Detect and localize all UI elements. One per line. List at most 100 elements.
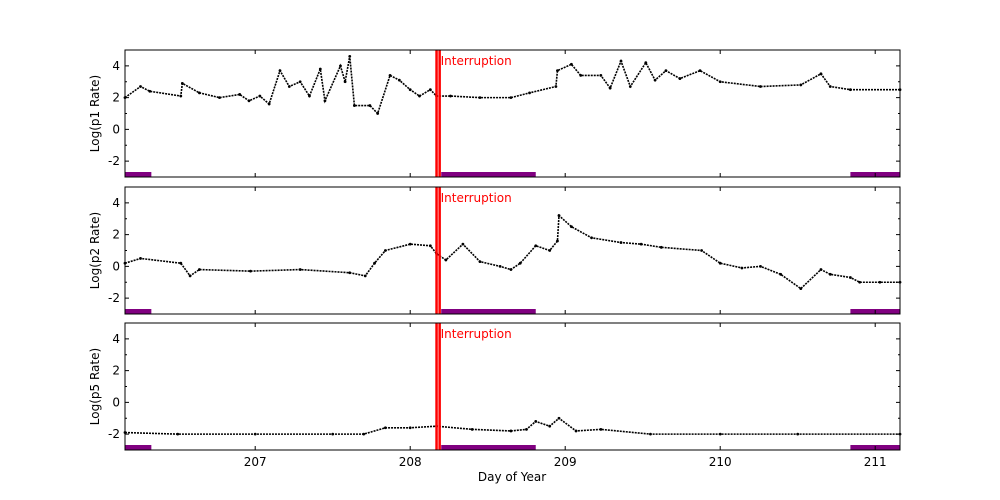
data-point bbox=[253, 432, 257, 436]
data-point bbox=[408, 88, 412, 92]
data-point bbox=[278, 69, 282, 73]
data-point bbox=[664, 69, 668, 73]
data-point bbox=[339, 64, 342, 68]
y-tick-label: 2 bbox=[112, 91, 120, 105]
panel-3: Interruption -2 0 2 4 Log(p5 Rate) 207 208 209 21… bbox=[88, 322, 902, 469]
data-point bbox=[799, 83, 803, 87]
interruption-label: Interruption bbox=[441, 191, 512, 205]
data-point bbox=[139, 257, 142, 260]
data-point bbox=[599, 427, 603, 431]
data-point bbox=[287, 85, 291, 88]
data-point bbox=[470, 427, 474, 431]
data-point bbox=[619, 59, 623, 63]
coverage-bar bbox=[125, 309, 152, 314]
data-point bbox=[548, 424, 552, 428]
data-point bbox=[444, 258, 448, 262]
data-point bbox=[639, 242, 643, 246]
data-point bbox=[308, 94, 311, 98]
data-point bbox=[740, 266, 744, 270]
x-tick-label: 211 bbox=[864, 455, 887, 469]
data-point bbox=[557, 416, 561, 420]
data-point bbox=[388, 74, 392, 77]
data-point bbox=[478, 96, 482, 100]
data-trace bbox=[124, 213, 900, 290]
data-point bbox=[267, 102, 271, 106]
data-point bbox=[318, 67, 322, 71]
data-point bbox=[478, 260, 482, 264]
panel-1: Interruption -2 0 2 4 Log(p1 Rate) bbox=[88, 49, 902, 178]
data-point bbox=[461, 242, 465, 246]
data-point bbox=[796, 432, 800, 436]
data-point bbox=[348, 54, 352, 58]
data-point bbox=[509, 96, 513, 100]
data-point bbox=[368, 104, 372, 107]
x-tick-label: 209 bbox=[554, 455, 577, 469]
y-axis-label: Log(p2 Rate) bbox=[88, 212, 102, 289]
y-tick-label: 2 bbox=[112, 364, 120, 378]
data-point bbox=[525, 427, 528, 431]
data-point bbox=[428, 88, 432, 92]
data-point bbox=[373, 261, 376, 265]
x-tick-label: 207 bbox=[244, 455, 267, 469]
y-tick-label: 0 bbox=[112, 122, 120, 136]
data-point bbox=[718, 432, 722, 436]
data-point bbox=[449, 94, 452, 98]
data-point bbox=[179, 261, 183, 265]
data-point bbox=[858, 280, 862, 284]
data-point bbox=[534, 420, 538, 423]
panel-2: Interruption -2 0 2 4 Log(p2 Rate) bbox=[88, 186, 902, 315]
data-point bbox=[678, 77, 682, 80]
data-trace bbox=[124, 56, 900, 116]
data-point bbox=[718, 261, 722, 265]
data-point bbox=[579, 74, 583, 77]
data-point bbox=[179, 94, 183, 98]
x-tick-label: 208 bbox=[399, 455, 422, 469]
data-point bbox=[247, 99, 251, 103]
data-point bbox=[408, 426, 412, 430]
data-point bbox=[362, 432, 366, 436]
coverage-bar bbox=[125, 172, 152, 177]
interruption-label: Interruption bbox=[441, 54, 512, 68]
data-point bbox=[148, 89, 152, 93]
data-point bbox=[828, 272, 832, 276]
data-point bbox=[819, 268, 823, 271]
data-point bbox=[298, 80, 302, 84]
data-point bbox=[556, 239, 559, 243]
data-point bbox=[644, 61, 648, 65]
data-point bbox=[518, 261, 522, 265]
data-point bbox=[348, 271, 352, 275]
y-tick-label: 0 bbox=[112, 259, 120, 273]
y-axis-label: Log(p1 Rate) bbox=[88, 75, 102, 152]
x-tick-label: 210 bbox=[709, 455, 732, 469]
data-point bbox=[376, 112, 380, 115]
data-point bbox=[849, 276, 852, 279]
coverage-bar bbox=[441, 172, 536, 177]
interruption-label: Interruption bbox=[441, 327, 512, 341]
data-point bbox=[659, 245, 663, 249]
data-point bbox=[570, 225, 573, 229]
data-point bbox=[180, 81, 184, 85]
data-point bbox=[384, 426, 387, 430]
y-tick-label: -2 bbox=[108, 154, 120, 168]
plot-area bbox=[125, 187, 900, 314]
data-point bbox=[570, 62, 573, 66]
data-point bbox=[498, 264, 502, 268]
data-point bbox=[298, 268, 302, 271]
data-point bbox=[408, 242, 412, 246]
data-point bbox=[556, 69, 559, 73]
data-point bbox=[428, 244, 432, 248]
data-point bbox=[548, 249, 552, 252]
y-tick-label: 4 bbox=[112, 196, 120, 210]
plot-area bbox=[125, 323, 900, 450]
data-point bbox=[574, 429, 578, 433]
data-point bbox=[799, 287, 803, 290]
data-point bbox=[599, 74, 603, 77]
y-tick-label: -2 bbox=[108, 291, 120, 305]
data-point bbox=[554, 85, 558, 88]
data-point bbox=[759, 85, 762, 88]
y-tick-label: -2 bbox=[108, 427, 120, 441]
y-tick-label: 4 bbox=[112, 59, 120, 73]
data-point bbox=[590, 236, 593, 240]
data-point bbox=[343, 80, 347, 84]
